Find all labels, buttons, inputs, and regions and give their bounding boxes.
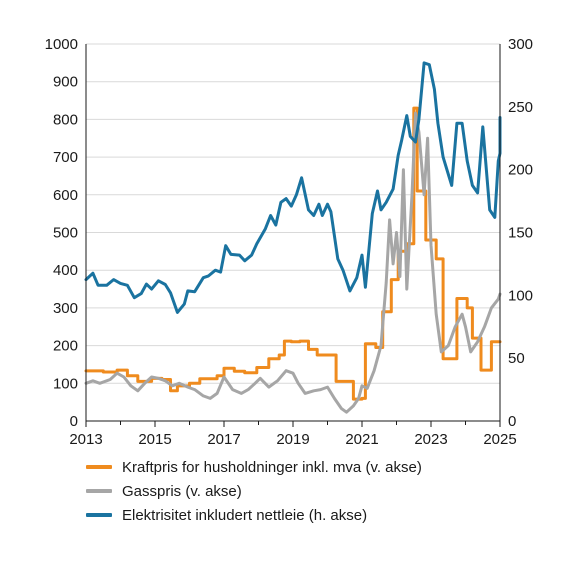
series-line-0 [84,106,502,401]
right-tick-label-50: 50 [508,350,525,367]
x-tick-label-2015: 2015 [138,431,171,448]
x-tick-label-2021: 2021 [345,431,378,448]
right-tick-label-250: 250 [508,99,533,116]
left-tick-label-600: 600 [53,187,78,204]
left-tick-label-500: 500 [53,225,78,242]
right-axis-ticks: 0 50 100 150 200 250 300 [508,36,533,430]
legend-swatch-kraftpris [86,465,112,469]
left-tick-label-900: 900 [53,74,78,91]
x-axis-ticks: 2013 2015 2017 2019 2021 2023 2025 [69,421,517,448]
grid-lines [86,43,500,422]
left-tick-label-800: 800 [53,111,78,128]
x-tick-label-2023: 2023 [414,431,447,448]
left-tick-label-1000: 1000 [45,36,78,53]
legend-item-kraftpris: Kraftpris for husholdninger inkl. mva (v… [86,456,566,478]
right-tick-label-100: 100 [508,287,533,304]
left-tick-label-700: 700 [53,149,78,166]
legend-label-kraftpris: Kraftpris for husholdninger inkl. mva (v… [122,458,422,476]
legend: Kraftpris for husholdninger inkl. mva (v… [86,456,566,528]
legend-label-elektrisitet: Elektrisitet inkludert nettleie (h. akse… [122,506,368,524]
left-tick-label-100: 100 [53,375,78,392]
right-tick-label-150: 150 [508,225,533,242]
left-tick-label-0: 0 [70,413,78,430]
left-tick-label-200: 200 [53,338,78,355]
legend-swatch-elektrisitet [86,513,112,517]
x-tick-label-2013: 2013 [69,431,102,448]
legend-item-gasspris: Gasspris (v. akse) [86,480,566,502]
left-axis-ticks: 0 100 200 300 400 500 600 700 800 900 1000 [45,36,78,430]
x-tick-label-2025: 2025 [483,431,516,448]
legend-item-elektrisitet: Elektrisitet inkludert nettleie (h. akse… [86,504,566,526]
series-layer [84,61,502,414]
series-line-1 [84,111,502,414]
x-tick-label-2017: 2017 [207,431,240,448]
legend-swatch-gasspris [86,489,112,493]
x-tick-label-2019: 2019 [276,431,309,448]
left-tick-label-300: 300 [53,300,78,317]
left-tick-label-400: 400 [53,262,78,279]
right-tick-label-300: 300 [508,36,533,53]
series-line-2 [84,61,502,314]
right-tick-label-200: 200 [508,162,533,179]
legend-label-gasspris: Gasspris (v. akse) [122,482,242,500]
right-tick-label-0: 0 [508,413,516,430]
